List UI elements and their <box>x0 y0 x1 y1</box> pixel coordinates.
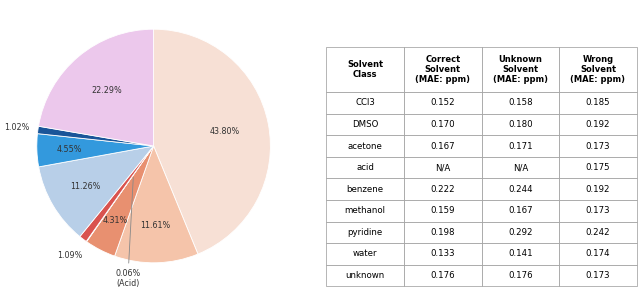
Wedge shape <box>86 146 154 242</box>
Wedge shape <box>86 146 154 256</box>
Text: 0.06%
(Acid): 0.06% (Acid) <box>115 178 141 288</box>
Text: 4.31%: 4.31% <box>102 216 128 225</box>
Wedge shape <box>36 134 154 167</box>
Text: 11.61%: 11.61% <box>140 221 171 230</box>
Wedge shape <box>80 146 154 241</box>
Text: 1.02%: 1.02% <box>4 123 30 131</box>
Text: 4.55%: 4.55% <box>57 145 83 154</box>
Text: 1.09%: 1.09% <box>58 251 83 260</box>
Wedge shape <box>38 146 154 237</box>
Wedge shape <box>115 146 198 263</box>
Wedge shape <box>38 29 154 146</box>
Text: 11.26%: 11.26% <box>70 182 100 191</box>
Wedge shape <box>38 126 154 146</box>
Text: 22.29%: 22.29% <box>92 86 122 95</box>
Wedge shape <box>154 29 270 254</box>
Text: 43.80%: 43.80% <box>209 128 240 136</box>
